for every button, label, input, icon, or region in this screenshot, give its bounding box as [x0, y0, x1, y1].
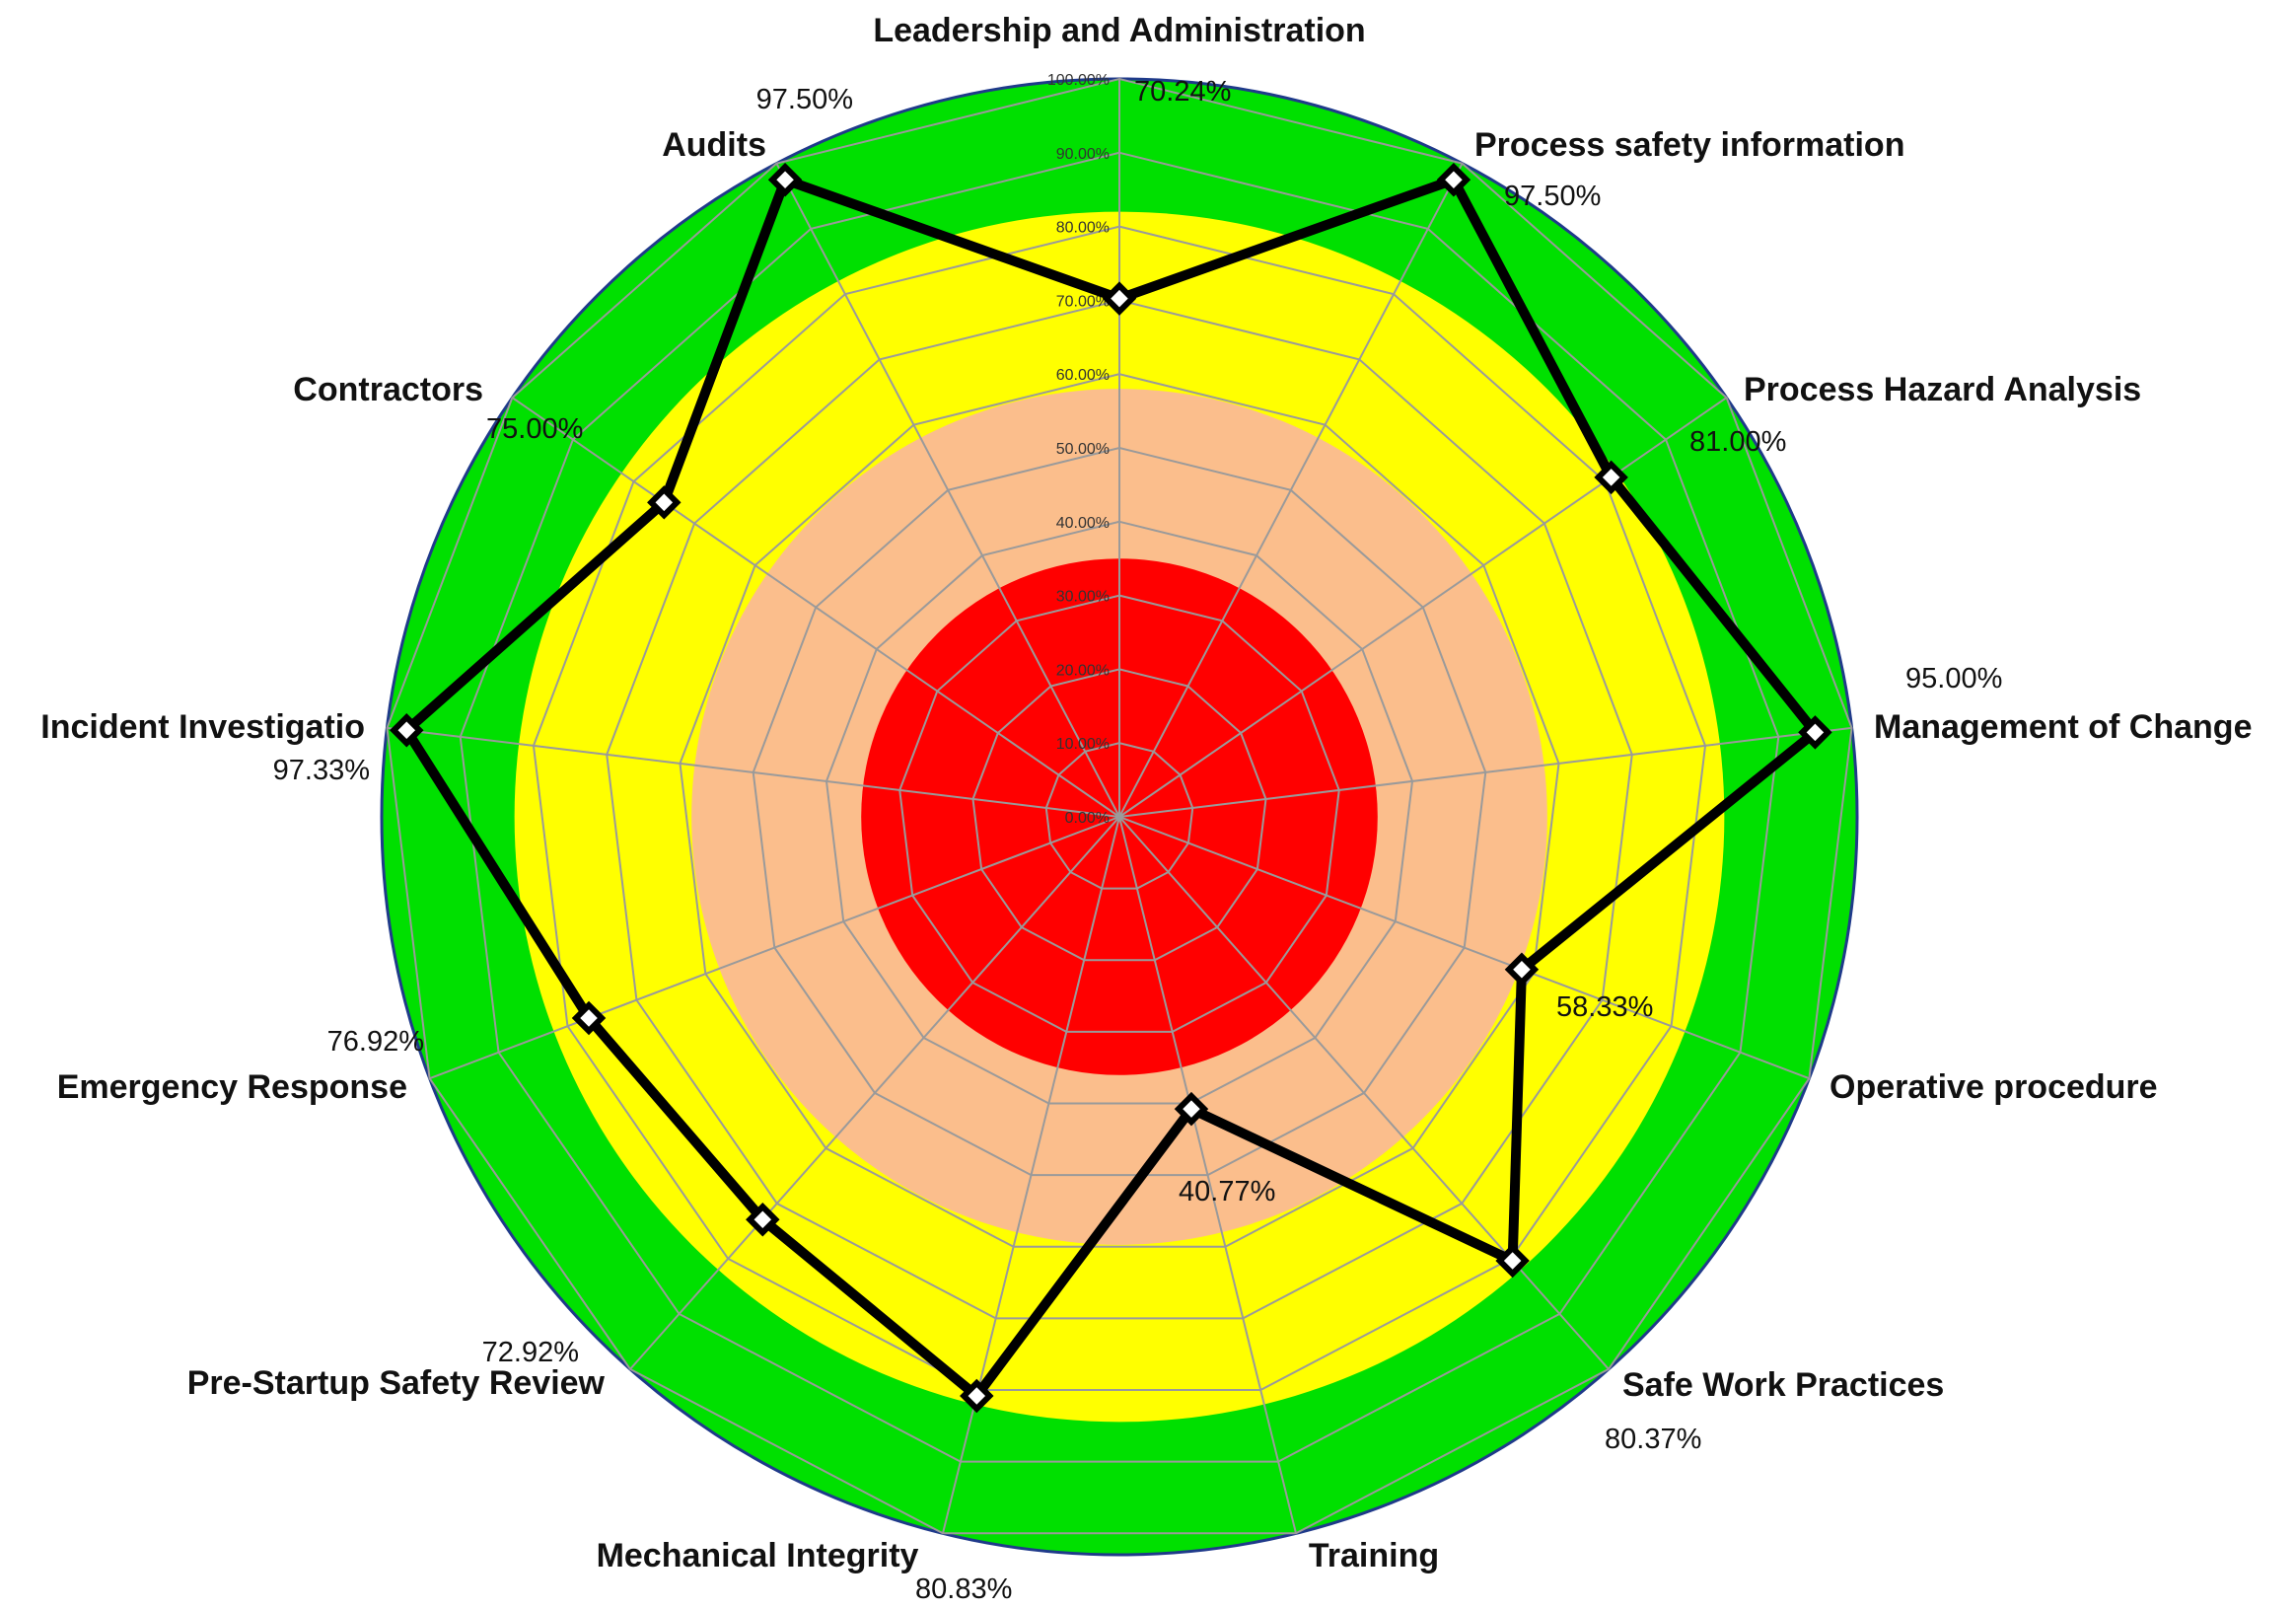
radar-grid: [386, 77, 1853, 1535]
grid-ring: [1044, 742, 1194, 890]
value-label: 76.92%: [327, 1026, 424, 1058]
category-label: Pre-Startup Safety Review: [187, 1364, 606, 1402]
series-point: [1504, 952, 1540, 987]
value-label: 75.00%: [486, 413, 583, 445]
radial-tick-label: 70.00%: [1056, 293, 1110, 310]
category-label: Leadership and Administration: [873, 12, 1365, 49]
category-label: Operative procedure: [1830, 1068, 2158, 1106]
radial-tick-label: 20.00%: [1056, 662, 1110, 679]
series-point: [1436, 162, 1471, 197]
series-point: [1495, 1243, 1530, 1279]
radial-tick-label: 50.00%: [1056, 441, 1110, 458]
value-label: 97.33%: [273, 755, 370, 786]
grid-ring: [459, 151, 1780, 1463]
radial-tick-label: 30.00%: [1056, 589, 1110, 606]
grid-ring: [679, 373, 1560, 1248]
series-point: [390, 713, 424, 748]
grid-ring: [532, 225, 1707, 1392]
value-label: 72.92%: [482, 1337, 579, 1368]
radial-tick-labels: 0.00% 10.00% 20.00% 30.00% 40.00% 50.00% 60.00…: [1047, 72, 1110, 827]
grid-spoke: [387, 726, 1120, 818]
grid-spoke: [942, 816, 1120, 1534]
value-label: 40.77%: [1179, 1176, 1275, 1207]
value-label: 81.00%: [1689, 426, 1786, 458]
grid-spoke: [1118, 816, 1610, 1370]
grid-spoke: [1118, 816, 1297, 1534]
category-label: Management of Change: [1874, 708, 2252, 746]
series-point: [767, 162, 803, 197]
value-label: 95.00%: [1905, 663, 2002, 695]
series-line: [399, 173, 1823, 1404]
score-series: [390, 162, 1832, 1414]
series-point: [1594, 460, 1628, 495]
series-point: [647, 485, 682, 520]
category-label: Training: [1309, 1537, 1439, 1574]
value-labels: 70.24% 97.50% 81.00% 95.00% 58.33% 80.37% 40.7…: [273, 76, 2003, 1605]
category-label: Incident Investigatio: [40, 708, 365, 746]
radial-tick-label: 100.00%: [1047, 72, 1110, 89]
category-label: Contractors: [293, 371, 483, 408]
radial-tick-label: 90.00%: [1056, 146, 1110, 163]
grid-ring: [898, 594, 1340, 1033]
grid-ring: [825, 520, 1414, 1105]
value-label: 80.37%: [1605, 1424, 1701, 1455]
radial-tick-label: 80.00%: [1056, 220, 1110, 237]
grid-ring: [606, 299, 1633, 1320]
grid-spoke: [629, 816, 1120, 1370]
series-point: [1798, 715, 1832, 750]
radial-tick-label: 10.00%: [1056, 736, 1110, 753]
grid-spoke: [511, 397, 1120, 818]
grid-spoke: [775, 163, 1120, 818]
grid-ring: [752, 446, 1487, 1177]
category-labels: Leadership and Administration Process saf…: [40, 12, 2252, 1574]
category-label: Process Hazard Analysis: [1744, 371, 2141, 408]
category-label: Emergency Response: [57, 1068, 407, 1106]
series-point: [746, 1203, 780, 1237]
radial-tick-label: 40.00%: [1056, 515, 1110, 532]
value-label: 58.33%: [1556, 991, 1653, 1023]
series-point: [1174, 1091, 1209, 1127]
value-label: 97.50%: [1504, 181, 1601, 212]
series-point: [960, 1378, 994, 1414]
grid-spoke: [429, 816, 1120, 1080]
value-label: 80.83%: [915, 1573, 1012, 1605]
category-label: Audits: [662, 126, 766, 164]
value-label: 70.24%: [1134, 76, 1231, 108]
grid-spoke: [1118, 726, 1852, 818]
grid-spoke: [1118, 816, 1810, 1080]
category-label: Process safety information: [1474, 126, 1904, 164]
category-label: Safe Work Practices: [1622, 1366, 1944, 1404]
value-label: 97.50%: [756, 84, 853, 115]
series-point: [1102, 281, 1137, 316]
series-point: [571, 1000, 607, 1036]
grid-ring: [386, 77, 1853, 1535]
category-label: Mechanical Integrity: [597, 1537, 919, 1574]
grid-spoke: [1118, 397, 1728, 818]
grid-spoke: [1118, 163, 1464, 818]
radial-tick-label: 60.00%: [1056, 367, 1110, 384]
radial-tick-label: 0.00%: [1065, 810, 1110, 827]
grid-ring: [971, 668, 1267, 962]
